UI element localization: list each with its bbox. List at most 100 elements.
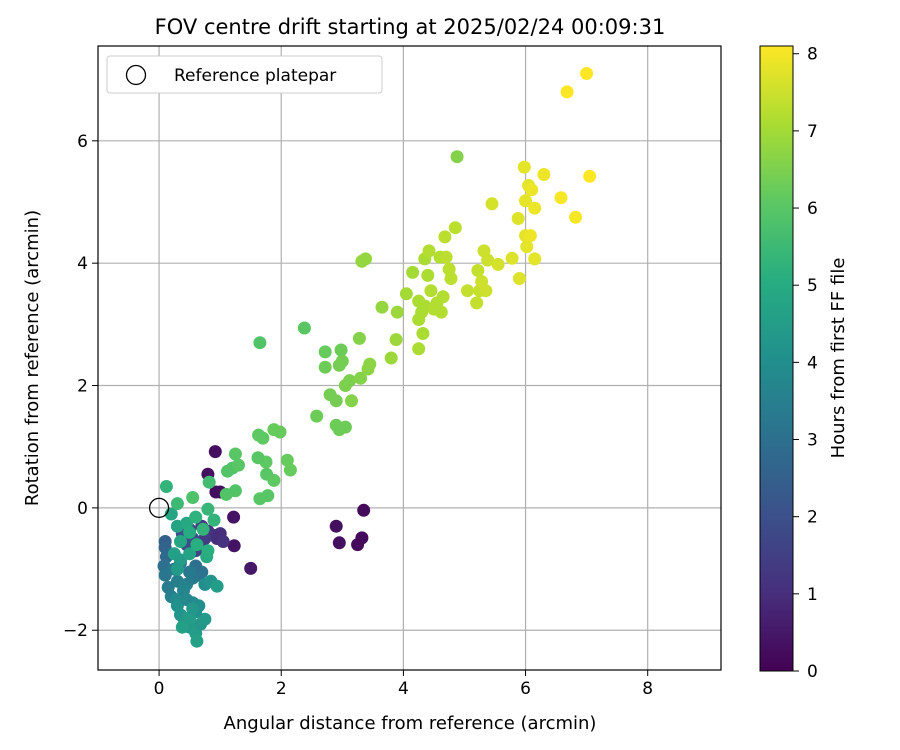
data-point [183,565,197,579]
data-point [244,561,258,575]
x-tick-label: 4 [398,679,409,699]
data-point [256,431,270,445]
x-axis-label: Angular distance from reference (arcmin) [224,713,597,734]
colorbar-tick-label: 4 [807,353,818,373]
data-point [170,562,184,576]
colorbar-tick-label: 7 [807,122,818,142]
data-point [170,497,184,511]
data-point [554,191,568,205]
data-point [416,327,430,340]
grid-lines [98,46,721,670]
colorbar-gradient [759,45,794,672]
data-point [390,305,404,319]
data-point [519,194,532,208]
data-point [355,531,369,545]
colorbar-tick-label: 2 [807,508,818,528]
data-point [444,272,458,285]
data-point [359,252,372,266]
data-point [491,257,505,271]
x-tick-label: 6 [520,679,531,699]
y-axis-ticks: −2 0 2 4 6 [63,132,98,641]
data-point [335,354,349,368]
data-point [512,272,526,285]
data-point [436,290,450,304]
data-point [210,579,224,593]
data-point [479,284,493,298]
data-point [334,343,348,357]
data-point [438,230,452,244]
data-point [470,296,484,310]
data-point [158,568,172,582]
colorbar-tick-label: 0 [807,662,818,682]
data-point [517,160,531,174]
data-point [190,634,204,648]
data-point [283,463,297,477]
y-tick-label: 4 [77,254,88,274]
data-point [375,300,389,314]
data-point [318,360,332,374]
y-tick-label: 2 [77,377,88,397]
data-point [421,268,435,282]
data-point [481,253,495,267]
data-point [228,484,242,498]
plot-frame [97,45,722,671]
legend-reference-marker [125,64,147,86]
data-point [228,447,242,461]
data-point [310,409,324,423]
data-point [216,535,230,548]
data-point [363,357,377,371]
data-point [528,201,542,215]
data-point [253,336,267,350]
data-point [175,620,189,634]
data-point [189,510,203,524]
data-point [434,305,448,319]
data-point [232,458,245,472]
data-point [318,345,332,359]
data-point [251,451,265,465]
data-point [422,244,436,258]
data-point [227,510,241,524]
data-point [439,250,453,264]
data-point [297,321,311,335]
data-point [461,284,474,298]
data-point [352,331,366,345]
data-point [329,519,343,533]
data-point [329,394,343,408]
data-point [183,525,197,539]
data-point [412,342,426,356]
data-point [354,371,368,385]
data-point [580,67,594,80]
data-point [448,221,462,235]
data-point [338,420,352,434]
data-point [267,473,281,487]
data-point [186,491,200,504]
y-tick-label: 6 [77,132,88,152]
legend: Reference platepar [106,55,383,94]
y-tick-label: 0 [77,499,88,519]
legend-box [106,55,383,94]
data-point [190,538,204,552]
x-tick-label: 8 [642,679,653,699]
data-point [201,544,215,558]
data-point [384,351,398,365]
data-point [174,535,187,548]
data-point [569,210,583,224]
data-point [505,251,519,265]
colorbar-label: Hours from first FF file [828,258,849,459]
data-point [525,183,539,197]
data-point [520,240,534,254]
data-points [157,67,597,648]
data-point [208,445,222,459]
data-point [159,480,173,493]
y-axis-label: Rotation from reference (arcmin) [22,210,43,506]
data-point [198,612,212,626]
chart-title: FOV centre drift starting at 2025/02/24 … [155,15,666,39]
x-axis-ticks: 0 2 4 6 8 [154,670,653,699]
colorbar-tick-label: 3 [807,431,818,451]
data-point [528,252,542,266]
data-point [196,522,210,536]
data-point [207,513,221,527]
x-tick-label: 0 [154,679,165,699]
data-point [511,212,525,225]
